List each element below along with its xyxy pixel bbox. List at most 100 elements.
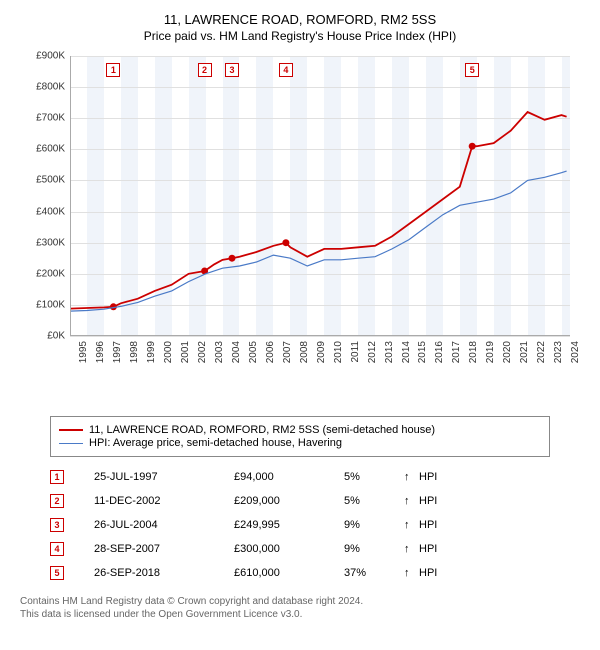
- transaction-index-box: 1: [50, 470, 64, 484]
- x-tick-label: 2001: [180, 341, 191, 363]
- x-tick-label: 2014: [401, 341, 412, 363]
- transaction-date: 25-JUL-1997: [94, 471, 234, 483]
- transaction-price: £610,000: [234, 567, 344, 579]
- up-arrow-icon: ↑: [404, 543, 419, 555]
- y-tick-label: £500K: [20, 175, 65, 186]
- legend-swatch: [59, 443, 83, 444]
- x-tick-label: 2016: [434, 341, 445, 363]
- y-tick-label: £400K: [20, 206, 65, 217]
- y-tick-label: £800K: [20, 82, 65, 93]
- y-tick-label: £900K: [20, 51, 65, 62]
- x-tick-label: 1996: [95, 341, 106, 363]
- gridline: [70, 336, 570, 337]
- chart-subtitle: Price paid vs. HM Land Registry's House …: [10, 29, 590, 43]
- series-marker: [469, 143, 476, 150]
- transaction-price: £94,000: [234, 471, 344, 483]
- transaction-price: £300,000: [234, 543, 344, 555]
- x-tick-label: 1999: [146, 341, 157, 363]
- x-tick-label: 2024: [570, 341, 581, 363]
- transaction-price: £209,000: [234, 495, 344, 507]
- transaction-pct: 37%: [344, 567, 404, 579]
- transaction-marker-box: 5: [465, 63, 479, 77]
- chart-area: £0K£100K£200K£300K£400K£500K£600K£700K£8…: [20, 51, 580, 371]
- x-tick-label: 2013: [384, 341, 395, 363]
- x-tick-label: 2015: [417, 341, 428, 363]
- transaction-marker-box: 1: [106, 63, 120, 77]
- x-tick-label: 2011: [350, 341, 361, 363]
- transaction-hpi-label: HPI: [419, 471, 550, 483]
- transactions-table: 125-JUL-1997£94,0005%↑HPI211-DEC-2002£20…: [50, 465, 550, 585]
- x-tick-label: 2006: [265, 341, 276, 363]
- transaction-row: 5 26-SEP-2018£610,00037%↑HPI: [50, 561, 550, 585]
- transaction-hpi-label: HPI: [419, 495, 550, 507]
- x-tick-label: 2009: [316, 341, 327, 363]
- transaction-date: 26-JUL-2004: [94, 519, 234, 531]
- transaction-index-box: 4: [50, 542, 64, 556]
- transaction-marker-box: 2: [198, 63, 212, 77]
- x-tick-label: 1995: [78, 341, 89, 363]
- transaction-index-box: 2: [50, 494, 64, 508]
- transaction-row: 4 28-SEP-2007£300,0009%↑HPI: [50, 537, 550, 561]
- series-line: [70, 171, 567, 311]
- x-tick-label: 2012: [367, 341, 378, 363]
- legend-swatch: [59, 429, 83, 431]
- transaction-index-box: 3: [50, 518, 64, 532]
- footer: Contains HM Land Registry data © Crown c…: [20, 595, 580, 621]
- x-tick-label: 2003: [214, 341, 225, 363]
- legend-item: 11, LAWRENCE ROAD, ROMFORD, RM2 5SS (sem…: [59, 424, 541, 436]
- transaction-hpi-label: HPI: [419, 567, 550, 579]
- up-arrow-icon: ↑: [404, 519, 419, 531]
- x-tick-label: 2022: [536, 341, 547, 363]
- transaction-row: 2 11-DEC-2002£209,0005%↑HPI: [50, 489, 550, 513]
- x-tick-label: 2010: [333, 341, 344, 363]
- x-tick-label: 2008: [299, 341, 310, 363]
- x-tick-label: 1997: [112, 341, 123, 363]
- x-tick-label: 1998: [129, 341, 140, 363]
- x-tick-label: 2019: [485, 341, 496, 363]
- legend-label: 11, LAWRENCE ROAD, ROMFORD, RM2 5SS (sem…: [89, 424, 435, 436]
- footer-line-1: Contains HM Land Registry data © Crown c…: [20, 595, 580, 608]
- up-arrow-icon: ↑: [404, 471, 419, 483]
- legend: 11, LAWRENCE ROAD, ROMFORD, RM2 5SS (sem…: [50, 416, 550, 457]
- series-marker: [229, 255, 236, 262]
- x-tick-label: 2005: [248, 341, 259, 363]
- x-tick-label: 2007: [282, 341, 293, 363]
- transaction-date: 11-DEC-2002: [94, 495, 234, 507]
- x-tick-label: 2004: [231, 341, 242, 363]
- x-tick-label: 2020: [502, 341, 513, 363]
- y-tick-label: £100K: [20, 299, 65, 310]
- transaction-index-box: 5: [50, 566, 64, 580]
- x-tick-label: 2018: [468, 341, 479, 363]
- transaction-hpi-label: HPI: [419, 543, 550, 555]
- chart-title: 11, LAWRENCE ROAD, ROMFORD, RM2 5SS: [10, 12, 590, 27]
- y-tick-label: £600K: [20, 144, 65, 155]
- transaction-pct: 9%: [344, 543, 404, 555]
- series-line: [70, 112, 567, 309]
- transaction-pct: 5%: [344, 471, 404, 483]
- footer-line-2: This data is licensed under the Open Gov…: [20, 608, 580, 621]
- transaction-date: 28-SEP-2007: [94, 543, 234, 555]
- x-tick-label: 2021: [519, 341, 530, 363]
- legend-label: HPI: Average price, semi-detached house,…: [89, 437, 342, 449]
- transaction-pct: 5%: [344, 495, 404, 507]
- transaction-marker-box: 3: [225, 63, 239, 77]
- up-arrow-icon: ↑: [404, 567, 419, 579]
- transaction-marker-box: 4: [279, 63, 293, 77]
- transaction-date: 26-SEP-2018: [94, 567, 234, 579]
- transaction-hpi-label: HPI: [419, 519, 550, 531]
- transaction-price: £249,995: [234, 519, 344, 531]
- plot-svg: [70, 56, 570, 336]
- transaction-pct: 9%: [344, 519, 404, 531]
- x-tick-label: 2017: [451, 341, 462, 363]
- series-marker: [282, 239, 289, 246]
- y-tick-label: £700K: [20, 113, 65, 124]
- x-tick-label: 2000: [163, 341, 174, 363]
- y-tick-label: £200K: [20, 268, 65, 279]
- x-tick-label: 2002: [197, 341, 208, 363]
- y-tick-label: £0K: [20, 331, 65, 342]
- up-arrow-icon: ↑: [404, 495, 419, 507]
- plot-area: [70, 56, 570, 336]
- transaction-row: 1 25-JUL-1997£94,0005%↑HPI: [50, 465, 550, 489]
- x-tick-label: 2023: [553, 341, 564, 363]
- transaction-row: 3 26-JUL-2004£249,9959%↑HPI: [50, 513, 550, 537]
